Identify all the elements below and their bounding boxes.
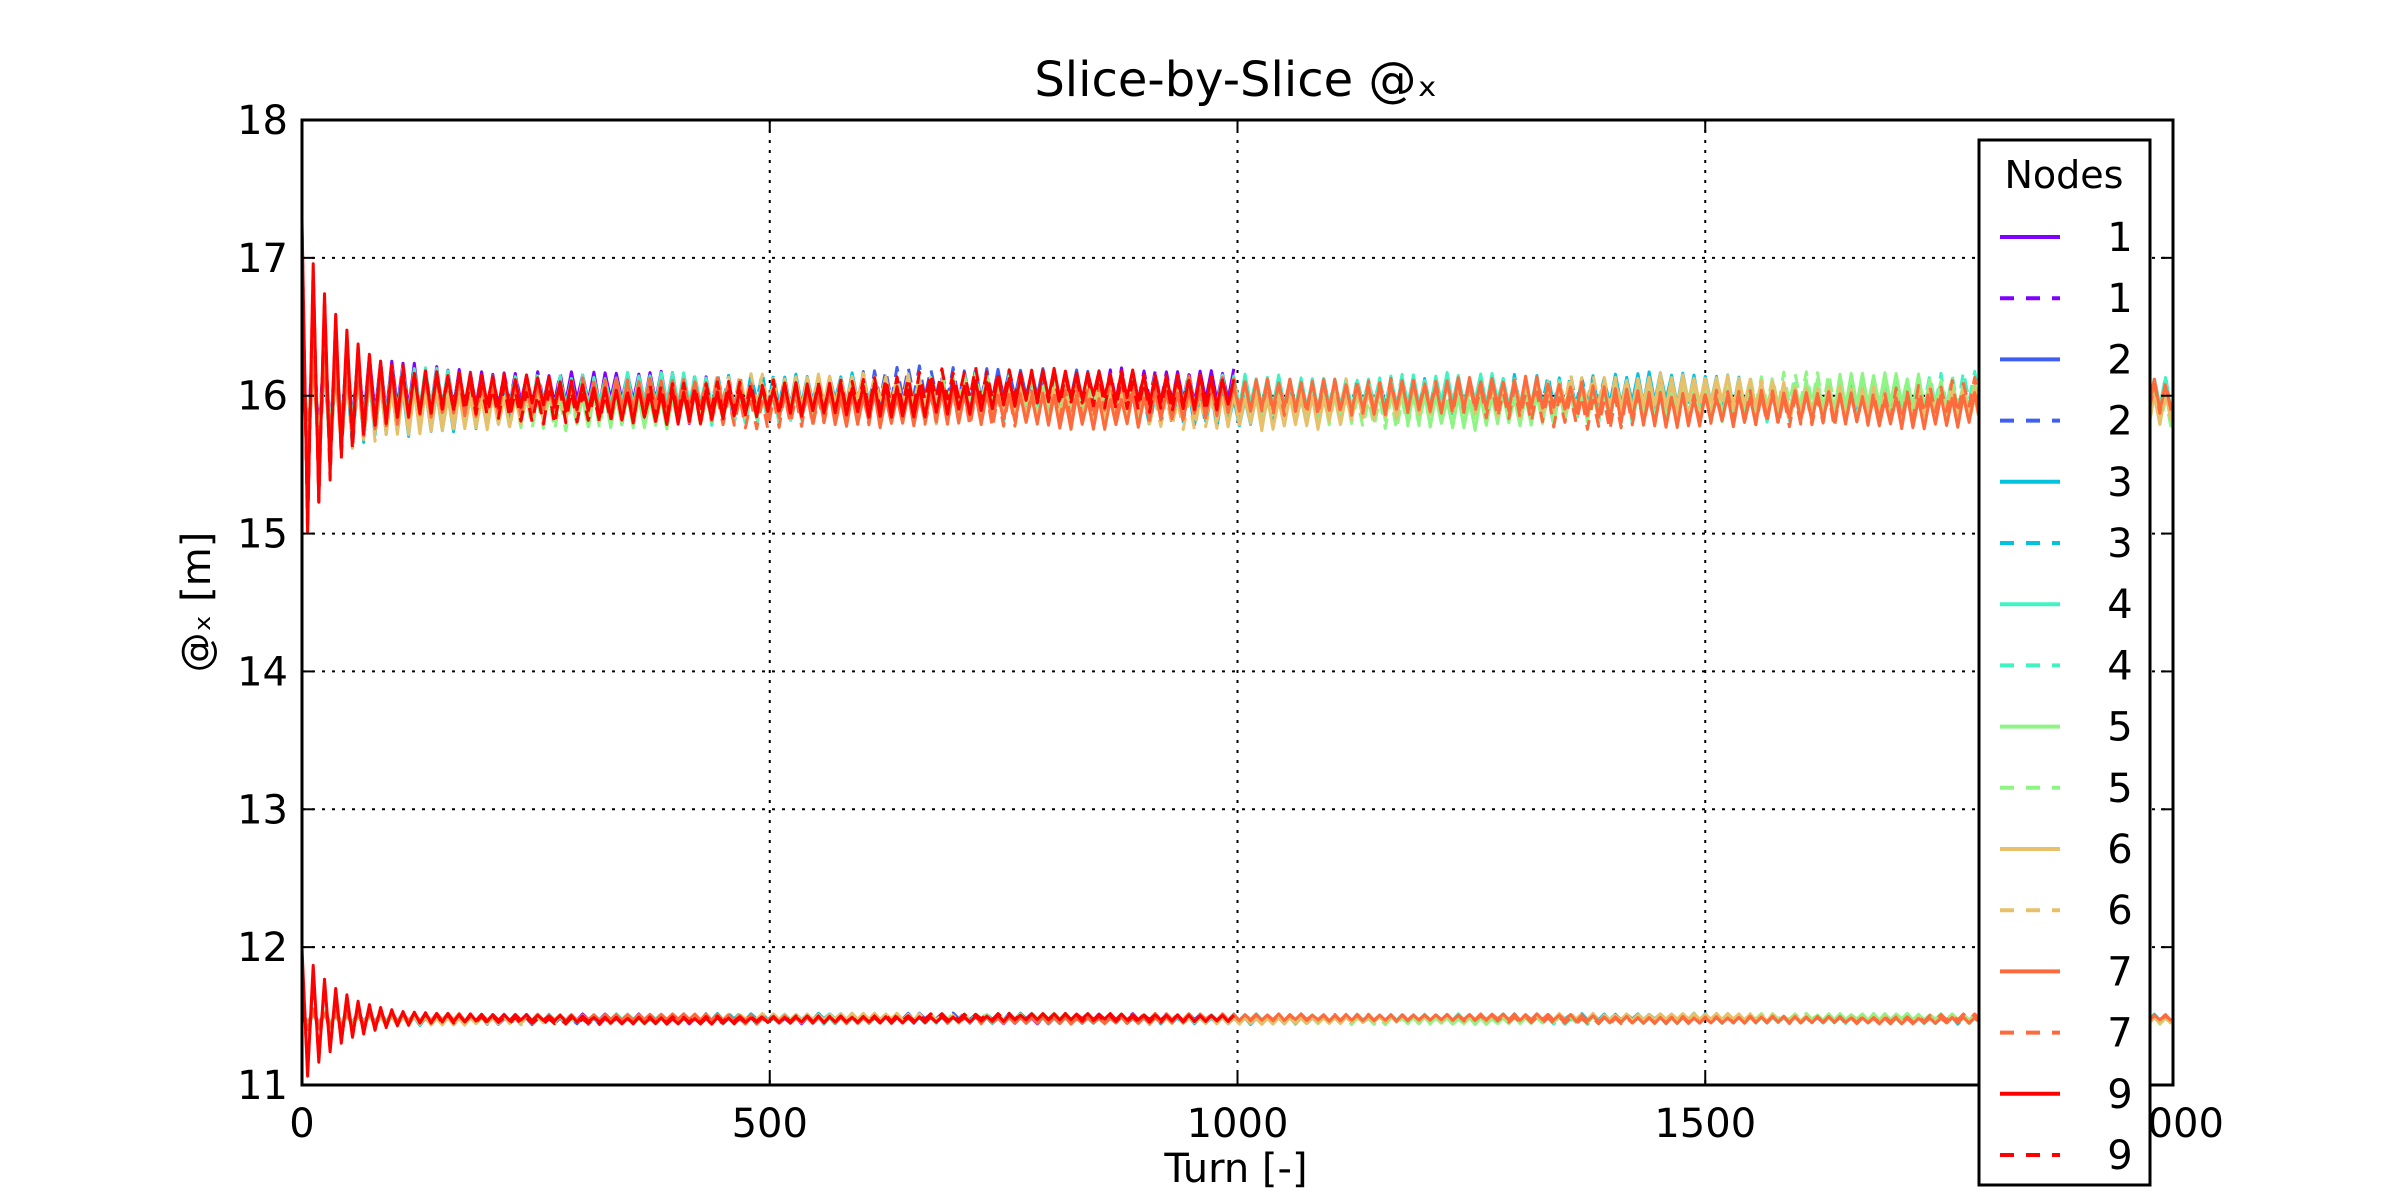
legend: Nodes 1 1 2 2 3 3 4 4 5 5 6 6 7 7 9 9 <box>1977 138 2152 1187</box>
y-tick-label: 12 <box>237 925 288 971</box>
x-tick-label: 1000 <box>1187 1101 1289 1147</box>
x-tick-label: 0 <box>289 1101 314 1147</box>
legend-label: 2 <box>2107 399 2132 445</box>
series-line-9-solid-lower <box>302 948 1235 1078</box>
legend-label: 4 <box>2107 582 2132 628</box>
y-tick-label: 11 <box>237 1063 288 1109</box>
legend-label: 6 <box>2107 827 2132 873</box>
legend-label: 5 <box>2107 766 2132 812</box>
series-line-7-dashed-lower <box>302 1006 2173 1028</box>
series-layer <box>302 219 2173 1078</box>
series-line-9-dashed-upper <box>302 230 1236 535</box>
x-ticks: 0 500 1000 1500 2000 <box>289 120 2224 1147</box>
x-tick-label: 500 <box>732 1101 808 1147</box>
series-line-7-dashed-upper <box>302 334 2173 452</box>
chart-title: Slice-by-Slice @ₓ <box>1034 52 1437 108</box>
legend-label: 2 <box>2107 337 2132 383</box>
y-tick-label: 16 <box>237 374 288 420</box>
series-line-6-dashed-lower <box>302 1010 2173 1031</box>
x-axis-label: Turn [-] <box>1163 1146 1307 1192</box>
legend-label: 1 <box>2107 215 2132 261</box>
series-line-9-dashed-lower <box>302 959 1235 1071</box>
y-tick-label: 18 <box>237 98 288 144</box>
legend-label: 5 <box>2107 705 2132 751</box>
y-tick-label: 17 <box>237 236 288 282</box>
legend-label: 3 <box>2107 521 2132 567</box>
y-tick-label: 15 <box>237 512 288 558</box>
legend-box <box>1977 138 2152 1187</box>
grid <box>302 120 2173 1085</box>
legend-label: 3 <box>2107 460 2132 506</box>
legend-title: Nodes <box>2005 153 2124 197</box>
legend-label: 4 <box>2107 643 2132 689</box>
series-line-9-solid-upper <box>302 219 1236 533</box>
legend-label: 9 <box>2107 1072 2132 1118</box>
y-tick-label: 14 <box>237 649 288 695</box>
legend-label: 7 <box>2107 949 2132 995</box>
legend-label: 7 <box>2107 1011 2132 1057</box>
x-tick-label: 1500 <box>1654 1101 1756 1147</box>
y-axis-label: @ₓ [m] <box>174 532 220 673</box>
legend-label: 9 <box>2107 1133 2132 1179</box>
y-tick-label: 13 <box>237 787 288 833</box>
legend-items: 1 1 2 2 3 3 4 4 5 5 6 6 7 7 9 9 <box>2000 215 2133 1179</box>
legend-label: 1 <box>2107 276 2132 322</box>
legend-label: 6 <box>2107 888 2132 934</box>
